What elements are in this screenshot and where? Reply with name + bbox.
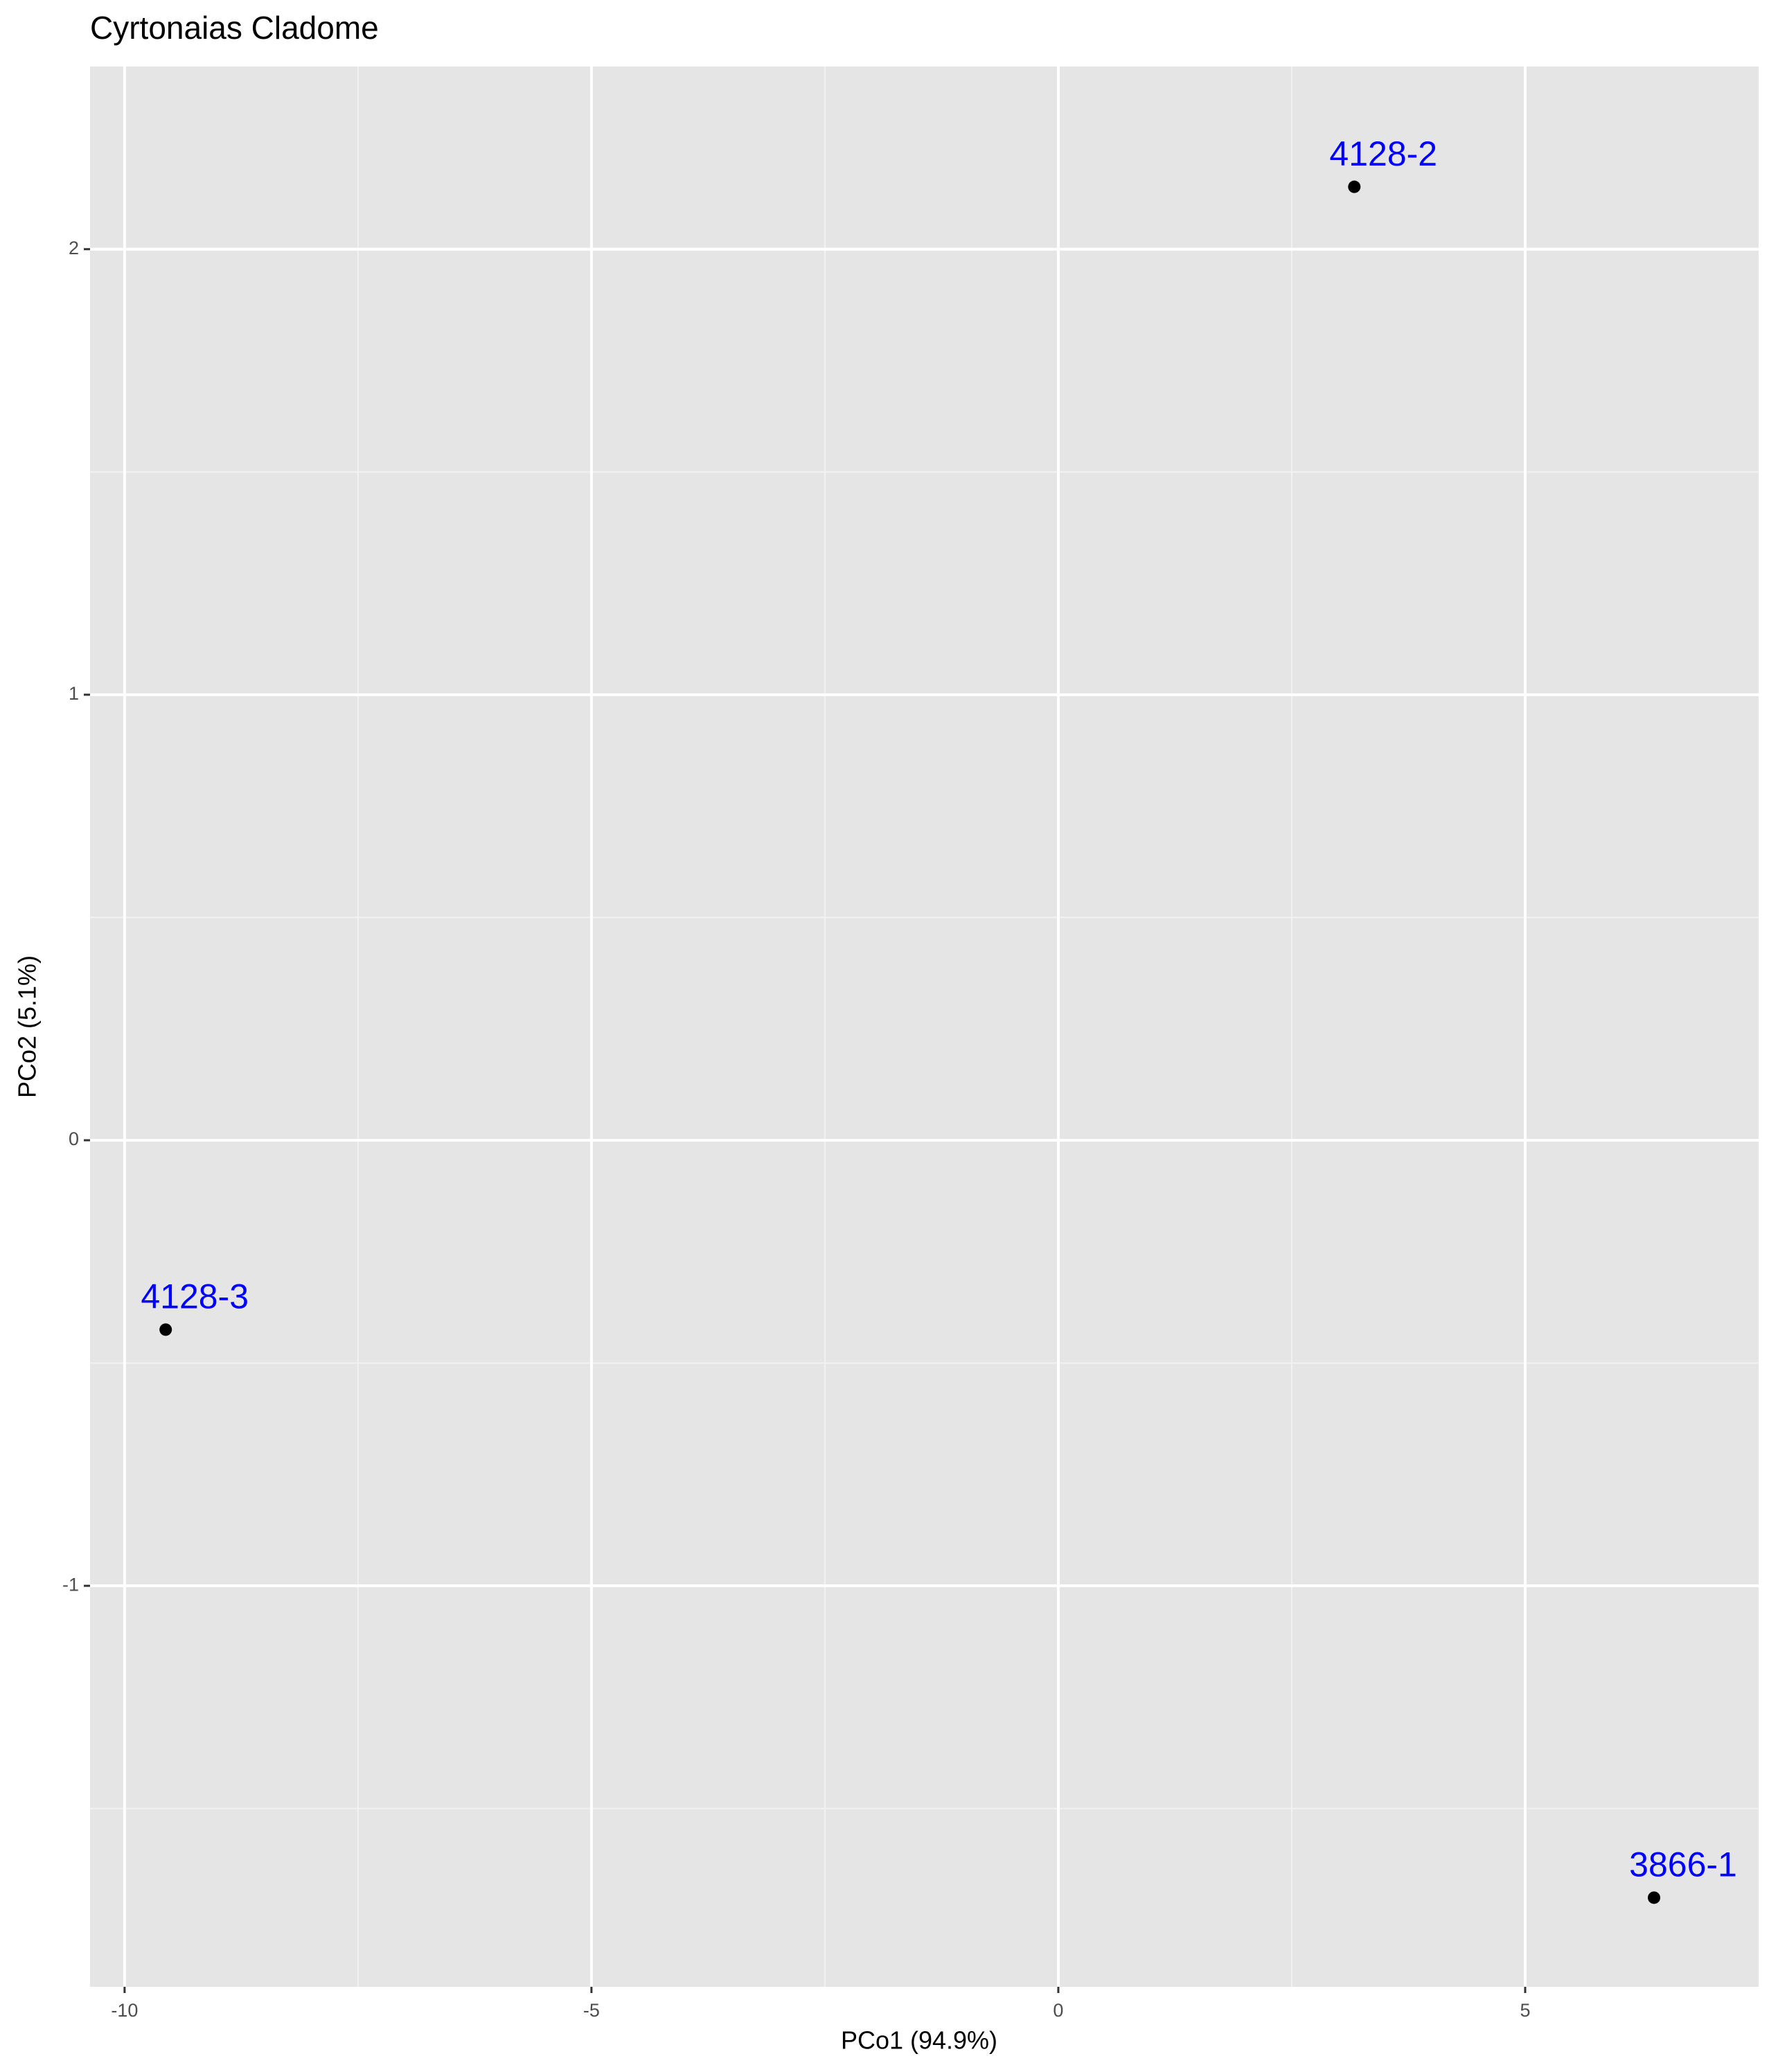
y-tick-label: 0 — [69, 1128, 79, 1149]
y-axis-title: PCo2 (5.1%) — [13, 955, 42, 1098]
x-tick-label: -10 — [111, 2000, 138, 2021]
point — [1648, 1891, 1661, 1904]
point-label: 4128-2 — [1329, 134, 1437, 173]
chart-title: Cyrtonaias Cladome — [90, 10, 379, 46]
x-tick-label: 5 — [1520, 2000, 1530, 2021]
point-label: 4128-3 — [141, 1277, 249, 1316]
panel — [90, 67, 1759, 1987]
point — [159, 1323, 172, 1336]
point — [1348, 180, 1361, 193]
x-axis-title: PCo1 (94.9%) — [841, 2026, 997, 2055]
y-tick-label: -1 — [62, 1574, 79, 1595]
point-label: 3866-1 — [1629, 1845, 1737, 1884]
y-tick-label: 1 — [69, 683, 79, 704]
x-tick-label: 0 — [1053, 2000, 1063, 2021]
y-tick-label: 2 — [69, 238, 79, 258]
x-tick-label: -5 — [583, 2000, 600, 2021]
